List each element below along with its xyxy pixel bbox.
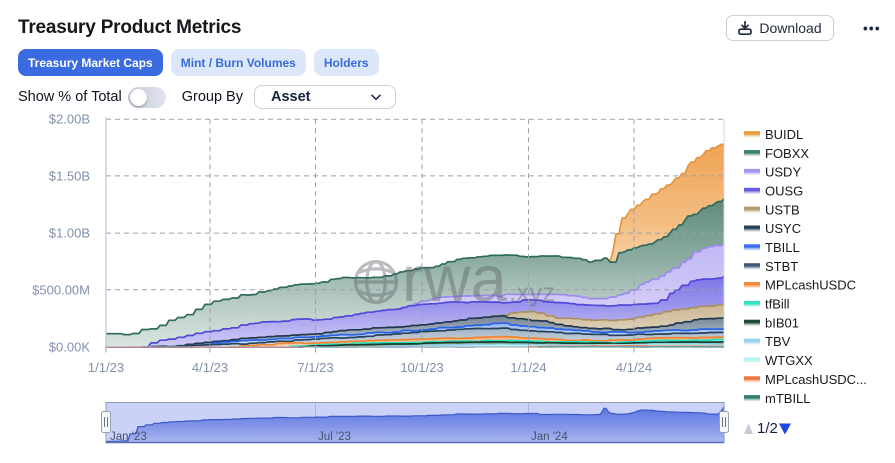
svg-text:BUIDL: BUIDL <box>765 127 803 142</box>
svg-text:OUSG: OUSG <box>765 184 803 199</box>
svg-text:$0.00K: $0.00K <box>49 340 91 355</box>
svg-text:WTGXX: WTGXX <box>765 353 813 368</box>
svg-text:10/1/23: 10/1/23 <box>400 360 443 375</box>
svg-text:1/1/24: 1/1/24 <box>510 360 546 375</box>
svg-text:.xyz: .xyz <box>509 277 555 307</box>
svg-text:USYC: USYC <box>765 221 801 236</box>
svg-text:4/1/23: 4/1/23 <box>192 360 228 375</box>
svg-text:TBV: TBV <box>765 334 791 349</box>
svg-text:$1.00B: $1.00B <box>49 226 90 241</box>
svg-text:USTB: USTB <box>765 202 800 217</box>
svg-text:1/2: 1/2 <box>757 420 778 437</box>
svg-text:MPLcashUSDC: MPLcashUSDC <box>765 278 856 293</box>
svg-text:$500.00M: $500.00M <box>32 282 90 297</box>
svg-text:$1.50B: $1.50B <box>49 168 90 183</box>
svg-text:USDY: USDY <box>765 165 801 180</box>
svg-text:STBT: STBT <box>765 259 798 274</box>
svg-text:tfBill: tfBill <box>765 297 790 312</box>
svg-text:7/1/23: 7/1/23 <box>297 360 333 375</box>
svg-text:Jul '23: Jul '23 <box>318 431 351 443</box>
svg-text:1/1/23: 1/1/23 <box>88 360 124 375</box>
svg-text:rwa: rwa <box>402 242 508 315</box>
svg-text:Jan '24: Jan '24 <box>531 431 568 443</box>
svg-text:FOBXX: FOBXX <box>765 146 809 161</box>
svg-text:$2.00B: $2.00B <box>49 112 90 127</box>
svg-text:Jan '23: Jan '23 <box>110 431 147 443</box>
svg-text:TBILL: TBILL <box>765 240 800 255</box>
svg-text:mTBILL: mTBILL <box>765 391 811 406</box>
svg-text:bIB01: bIB01 <box>765 315 799 330</box>
svg-text:MPLcashUSDC...: MPLcashUSDC... <box>765 372 867 387</box>
svg-text:4/1/24: 4/1/24 <box>616 360 652 375</box>
